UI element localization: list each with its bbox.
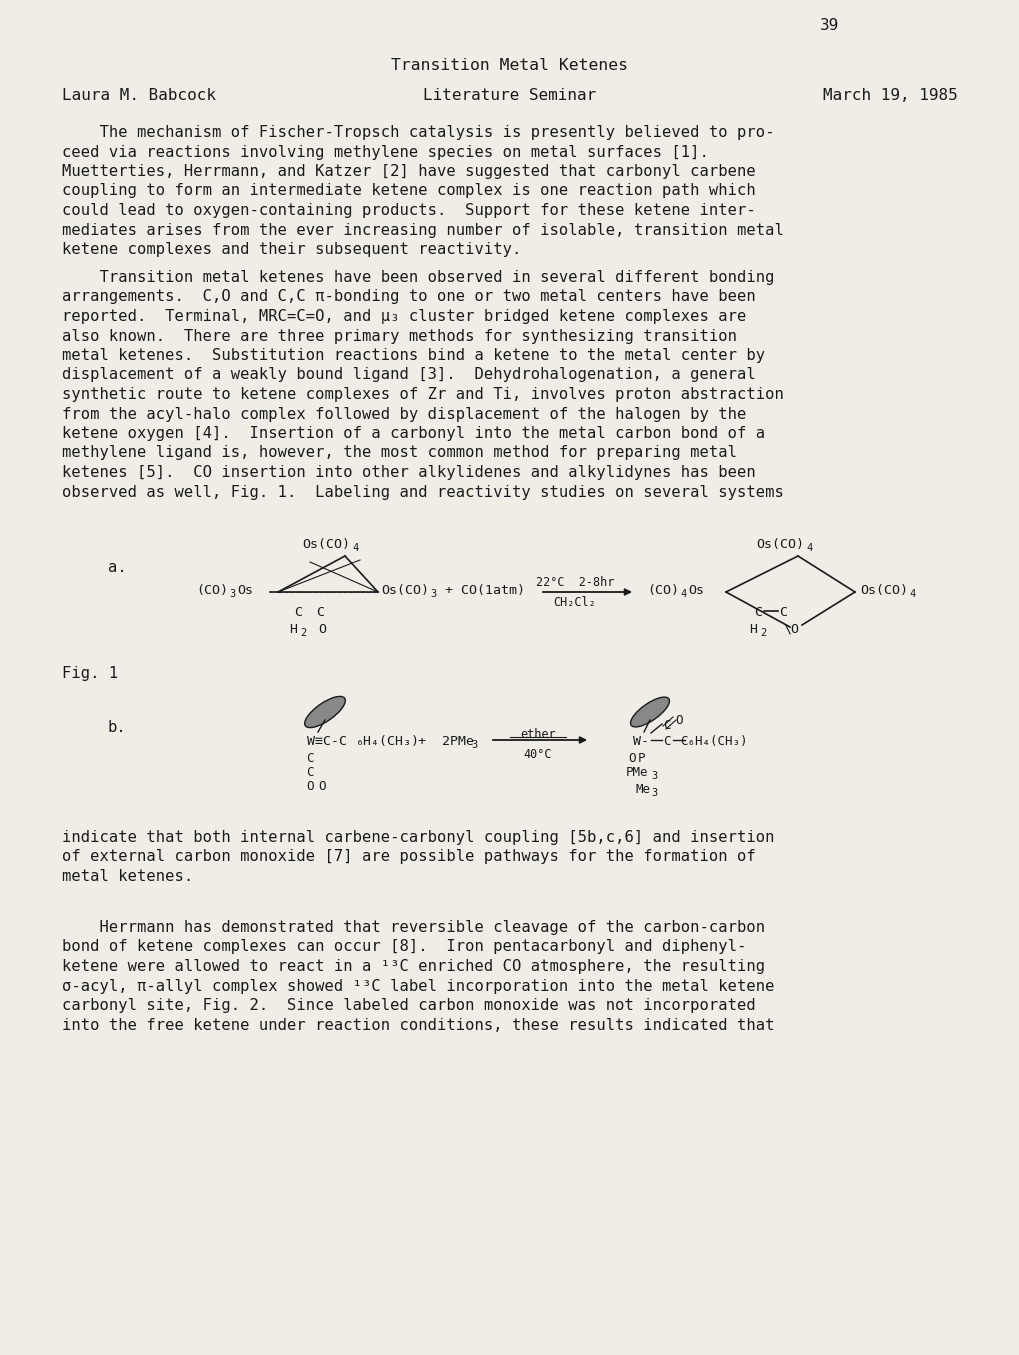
Text: \O: \O (783, 623, 798, 635)
Text: displacement of a weakly bound ligand [3].  Dehydrohalogenation, a general: displacement of a weakly bound ligand [3… (62, 367, 755, 382)
Text: Os(CO): Os(CO) (755, 538, 803, 551)
Text: from the acyl-halo complex followed by displacement of the halogen by the: from the acyl-halo complex followed by d… (62, 406, 746, 421)
Text: The mechanism of Fischer-Tropsch catalysis is presently believed to pro-: The mechanism of Fischer-Tropsch catalys… (62, 125, 773, 140)
Text: C: C (306, 752, 313, 766)
Text: March 19, 1985: March 19, 1985 (822, 88, 957, 103)
Text: CH₂Cl₂: CH₂Cl₂ (553, 596, 596, 608)
Text: C: C (662, 720, 669, 732)
Text: synthetic route to ketene complexes of Zr and Ti, involves proton abstraction: synthetic route to ketene complexes of Z… (62, 388, 784, 402)
Text: 3: 3 (650, 789, 656, 798)
Ellipse shape (630, 696, 668, 726)
Text: of external carbon monoxide [7] are possible pathways for the formation of: of external carbon monoxide [7] are poss… (62, 850, 755, 864)
Text: coupling to form an intermediate ketene complex is one reaction path which: coupling to form an intermediate ketene … (62, 183, 755, 198)
Text: P: P (637, 752, 645, 766)
Text: ketene oxygen [4].  Insertion of a carbonyl into the metal carbon bond of a: ketene oxygen [4]. Insertion of a carbon… (62, 425, 764, 440)
Text: C: C (779, 606, 787, 619)
Text: metal ketenes.  Substitution reactions bind a ketene to the metal center by: metal ketenes. Substitution reactions bi… (62, 348, 764, 363)
Text: C₆H₄(CH₃): C₆H₄(CH₃) (680, 734, 747, 748)
Text: O: O (318, 623, 326, 635)
Text: 40°C: 40°C (523, 748, 551, 762)
Text: arrangements.  C,O and C,C π-bonding to one or two metal centers have been: arrangements. C,O and C,C π-bonding to o… (62, 290, 755, 305)
Text: 2: 2 (759, 627, 765, 638)
Text: O: O (318, 780, 325, 793)
Text: +  2PMe: + 2PMe (418, 734, 474, 748)
Text: carbonyl site, Fig. 2.  Since labeled carbon monoxide was not incorporated: carbonyl site, Fig. 2. Since labeled car… (62, 999, 755, 1014)
Text: could lead to oxygen-containing products.  Support for these ketene inter-: could lead to oxygen-containing products… (62, 203, 755, 218)
Text: 3: 3 (471, 740, 477, 751)
Text: O: O (628, 752, 635, 766)
Text: Os(CO): Os(CO) (859, 584, 907, 598)
Text: H: H (748, 623, 756, 635)
Text: bond of ketene complexes can occur [8].  Iron pentacarbonyl and diphenyl-: bond of ketene complexes can occur [8]. … (62, 939, 746, 954)
Text: Muetterties, Herrmann, and Katzer [2] have suggested that carbonyl carbene: Muetterties, Herrmann, and Katzer [2] ha… (62, 164, 755, 179)
Text: ceed via reactions involving methylene species on metal surfaces [1].: ceed via reactions involving methylene s… (62, 145, 708, 160)
Text: O: O (306, 780, 313, 793)
Text: 4: 4 (908, 589, 914, 599)
Text: σ-acyl, π-allyl complex showed ¹³C label incorporation into the metal ketene: σ-acyl, π-allyl complex showed ¹³C label… (62, 978, 773, 993)
Text: (CO): (CO) (646, 584, 679, 598)
Text: ₆H₄(CH₃): ₆H₄(CH₃) (356, 734, 420, 748)
Text: C: C (306, 766, 313, 779)
Text: Os(CO): Os(CO) (381, 584, 429, 598)
Ellipse shape (305, 696, 345, 728)
Text: Laura M. Babcock: Laura M. Babcock (62, 88, 216, 103)
Text: O: O (675, 714, 682, 728)
Text: ketene complexes and their subsequent reactivity.: ketene complexes and their subsequent re… (62, 243, 521, 257)
Text: into the free ketene under reaction conditions, these results indicated that: into the free ketene under reaction cond… (62, 1018, 773, 1033)
Text: C: C (316, 606, 324, 619)
Text: observed as well, Fig. 1.  Labeling and reactivity studies on several systems: observed as well, Fig. 1. Labeling and r… (62, 485, 784, 500)
Text: 4: 4 (352, 543, 358, 553)
Text: a.: a. (108, 560, 126, 575)
Text: W-: W- (633, 734, 648, 748)
Text: Herrmann has demonstrated that reversible cleavage of the carbon-carbon: Herrmann has demonstrated that reversibl… (62, 920, 764, 935)
Text: Me: Me (636, 783, 650, 795)
Text: C: C (293, 606, 302, 619)
Text: ketene were allowed to react in a ¹³C enriched CO atmosphere, the resulting: ketene were allowed to react in a ¹³C en… (62, 959, 764, 974)
Text: ether: ether (520, 728, 555, 741)
Text: (CO): (CO) (196, 584, 228, 598)
Text: also known.  There are three primary methods for synthesizing transition: also known. There are three primary meth… (62, 328, 737, 344)
Text: Transition metal ketenes have been observed in several different bonding: Transition metal ketenes have been obser… (62, 270, 773, 285)
Text: H: H (288, 623, 297, 635)
Text: indicate that both internal carbene-carbonyl coupling [5b,c,6] and insertion: indicate that both internal carbene-carb… (62, 831, 773, 846)
Text: 4: 4 (680, 589, 686, 599)
Text: metal ketenes.: metal ketenes. (62, 869, 193, 883)
Text: 3: 3 (650, 771, 656, 780)
Text: 39: 39 (819, 18, 839, 33)
Text: Transition Metal Ketenes: Transition Metal Ketenes (391, 58, 628, 73)
Text: PMe: PMe (626, 766, 648, 779)
Text: Os(CO): Os(CO) (302, 538, 350, 551)
Text: 4: 4 (805, 543, 811, 553)
Text: b.: b. (108, 720, 126, 734)
Text: methylene ligand is, however, the most common method for preparing metal: methylene ligand is, however, the most c… (62, 446, 737, 461)
Text: reported.  Terminal, MRC=C=O, and μ₃ cluster bridged ketene complexes are: reported. Terminal, MRC=C=O, and μ₃ clus… (62, 309, 746, 324)
Text: C: C (753, 606, 761, 619)
Text: 2: 2 (300, 627, 306, 638)
Text: + CO(1atm): + CO(1atm) (444, 584, 525, 598)
Text: Literature Seminar: Literature Seminar (423, 88, 596, 103)
Text: ketenes [5].  CO insertion into other alkylidenes and alkylidynes has been: ketenes [5]. CO insertion into other alk… (62, 465, 755, 480)
Text: 3: 3 (229, 589, 235, 599)
Text: 22°C  2-8hr: 22°C 2-8hr (535, 576, 613, 589)
Text: Fig. 1: Fig. 1 (62, 667, 118, 682)
Text: C: C (662, 734, 669, 748)
Text: mediates arises from the ever increasing number of isolable, transition metal: mediates arises from the ever increasing… (62, 222, 784, 237)
Text: W≡C-C: W≡C-C (307, 734, 346, 748)
Text: Os: Os (236, 584, 253, 598)
Text: 3: 3 (430, 589, 436, 599)
Text: Os: Os (688, 584, 703, 598)
